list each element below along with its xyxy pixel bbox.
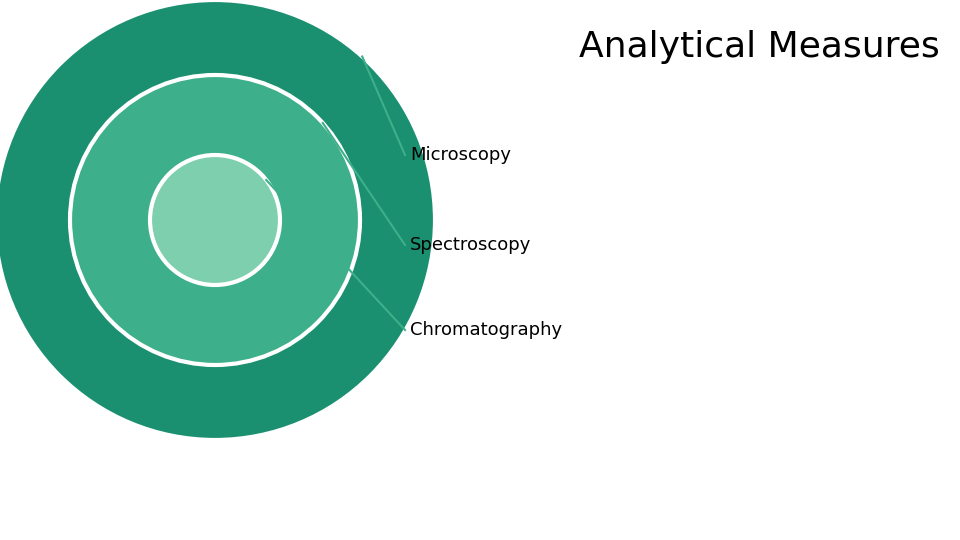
Circle shape [70, 75, 360, 365]
Circle shape [0, 0, 435, 440]
Text: Spectroscopy: Spectroscopy [410, 236, 532, 254]
Text: Microscopy: Microscopy [410, 146, 511, 164]
Text: Chromatography: Chromatography [410, 321, 563, 339]
Text: Analytical Measures: Analytical Measures [579, 30, 940, 64]
Circle shape [150, 155, 280, 285]
